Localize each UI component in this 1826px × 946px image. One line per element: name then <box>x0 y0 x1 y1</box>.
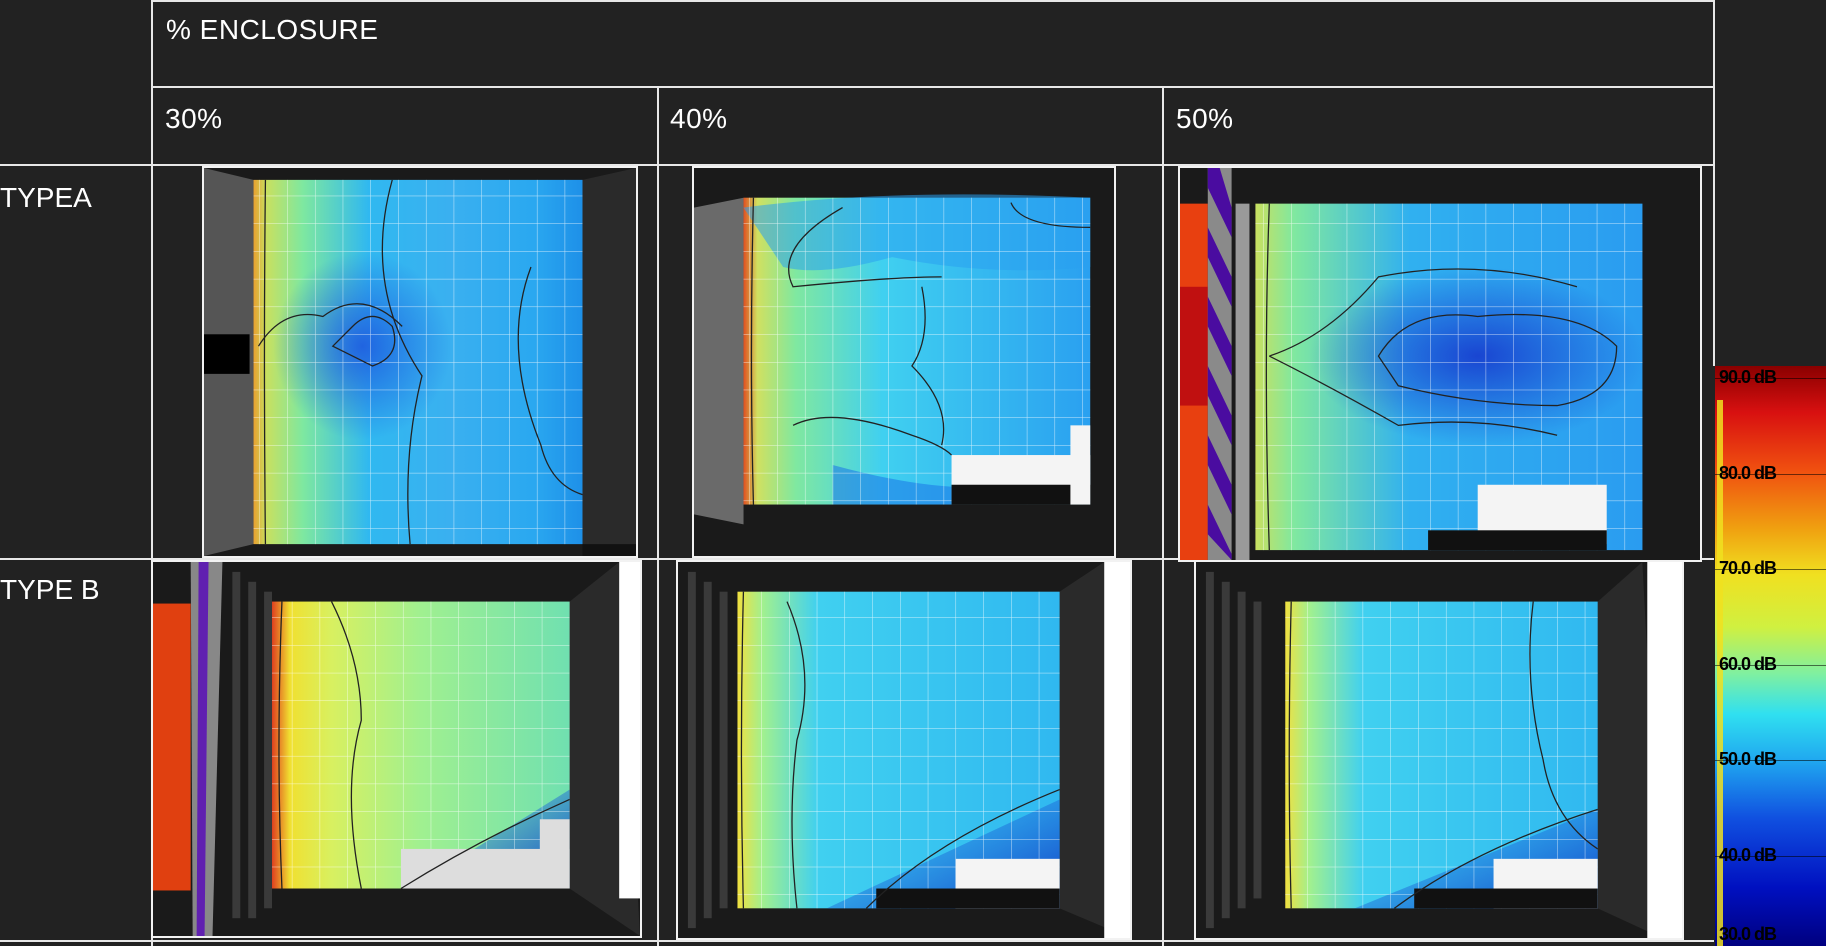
legend-tickline-70 <box>1715 569 1826 570</box>
grid-line-left <box>151 0 153 946</box>
legend-tickline-90 <box>1715 378 1826 379</box>
heatmap-type-a-40 <box>692 166 1116 558</box>
legend-tickline-50 <box>1715 760 1826 761</box>
column-header-40: 40% <box>670 103 728 134</box>
legend-tickline-40 <box>1715 856 1826 857</box>
db-color-scale: 90.0 dB 80.0 dB 70.0 dB 60.0 dB 50.0 dB … <box>1715 366 1826 946</box>
grid-line-top <box>151 0 1714 2</box>
grid-line-col-2 <box>1162 86 1164 946</box>
legend-tick-90: 90.0 dB <box>1719 367 1777 387</box>
grid-line-right <box>1713 0 1715 366</box>
legend-tick-30: 30.0 dB <box>1719 924 1777 944</box>
heatmap-type-b-40 <box>676 560 1132 940</box>
heatmap-type-b-30 <box>151 560 642 938</box>
color-scale-bar <box>1715 366 1826 946</box>
heatmap-type-b-50 <box>1194 560 1684 940</box>
legend-tickline-80 <box>1715 474 1826 475</box>
row-label-type-b: TYPE B <box>0 574 100 605</box>
heatmap-type-a-30 <box>202 166 638 558</box>
legend-tickline-60 <box>1715 665 1826 666</box>
grid-line-col-1 <box>657 86 659 946</box>
legend-tick-40: 40.0 dB <box>1719 845 1777 865</box>
heatmap-type-a-50 <box>1178 166 1702 562</box>
enclosure-header: % ENCLOSURE <box>166 14 379 45</box>
grid-line-header-bottom <box>151 86 1714 88</box>
legend-tick-60: 60.0 dB <box>1719 654 1777 674</box>
row-label-type-a: TYPEA <box>0 182 92 213</box>
legend-tick-80: 80.0 dB <box>1719 463 1777 483</box>
grid-line-row-divider <box>0 558 1714 560</box>
grid-line-bottom <box>0 940 1714 942</box>
grid-line-columns-bottom <box>0 164 1714 166</box>
column-header-30: 30% <box>165 103 223 134</box>
legend-tick-50: 50.0 dB <box>1719 749 1777 769</box>
column-header-50: 50% <box>1176 103 1234 134</box>
legend-tick-70: 70.0 dB <box>1719 558 1777 578</box>
